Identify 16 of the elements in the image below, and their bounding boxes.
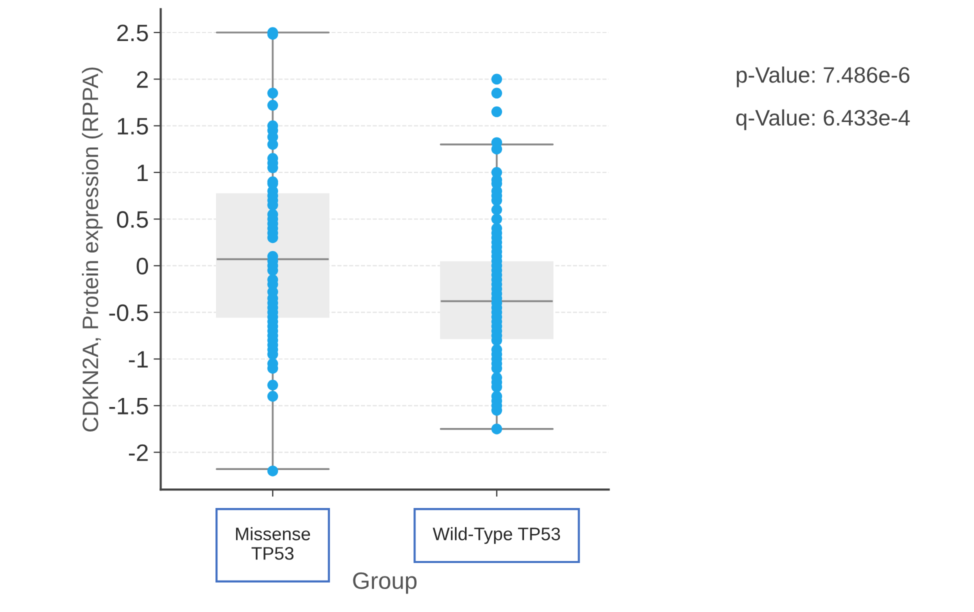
- y-tick-label: -1: [128, 351, 148, 368]
- text: p-Value: 7.486e-6: [736, 66, 910, 88]
- y-tick-label: -0.5: [109, 304, 148, 322]
- y-axis-title: CDKN2A, Protein expression (RPPA): [82, 68, 103, 432]
- text: q-Value: 6.433e-4: [736, 109, 910, 130]
- y-tick-label: 0: [136, 258, 148, 275]
- y-tick-label: 1.5: [118, 118, 148, 135]
- x-tick-label: Missense TP53: [236, 527, 310, 560]
- y-tick-label: 2.5: [117, 24, 148, 42]
- y-tick-label: -1.5: [109, 398, 148, 414]
- y-tick-label: 0.5: [117, 211, 148, 228]
- y-tick-label: -2: [128, 444, 148, 461]
- y-tick-label: 2: [136, 71, 148, 88]
- x-tick-label: Wild-Type TP53: [432, 527, 560, 544]
- y-tick-label: 1: [138, 164, 148, 181]
- x-axis-title: Group: [353, 572, 417, 594]
